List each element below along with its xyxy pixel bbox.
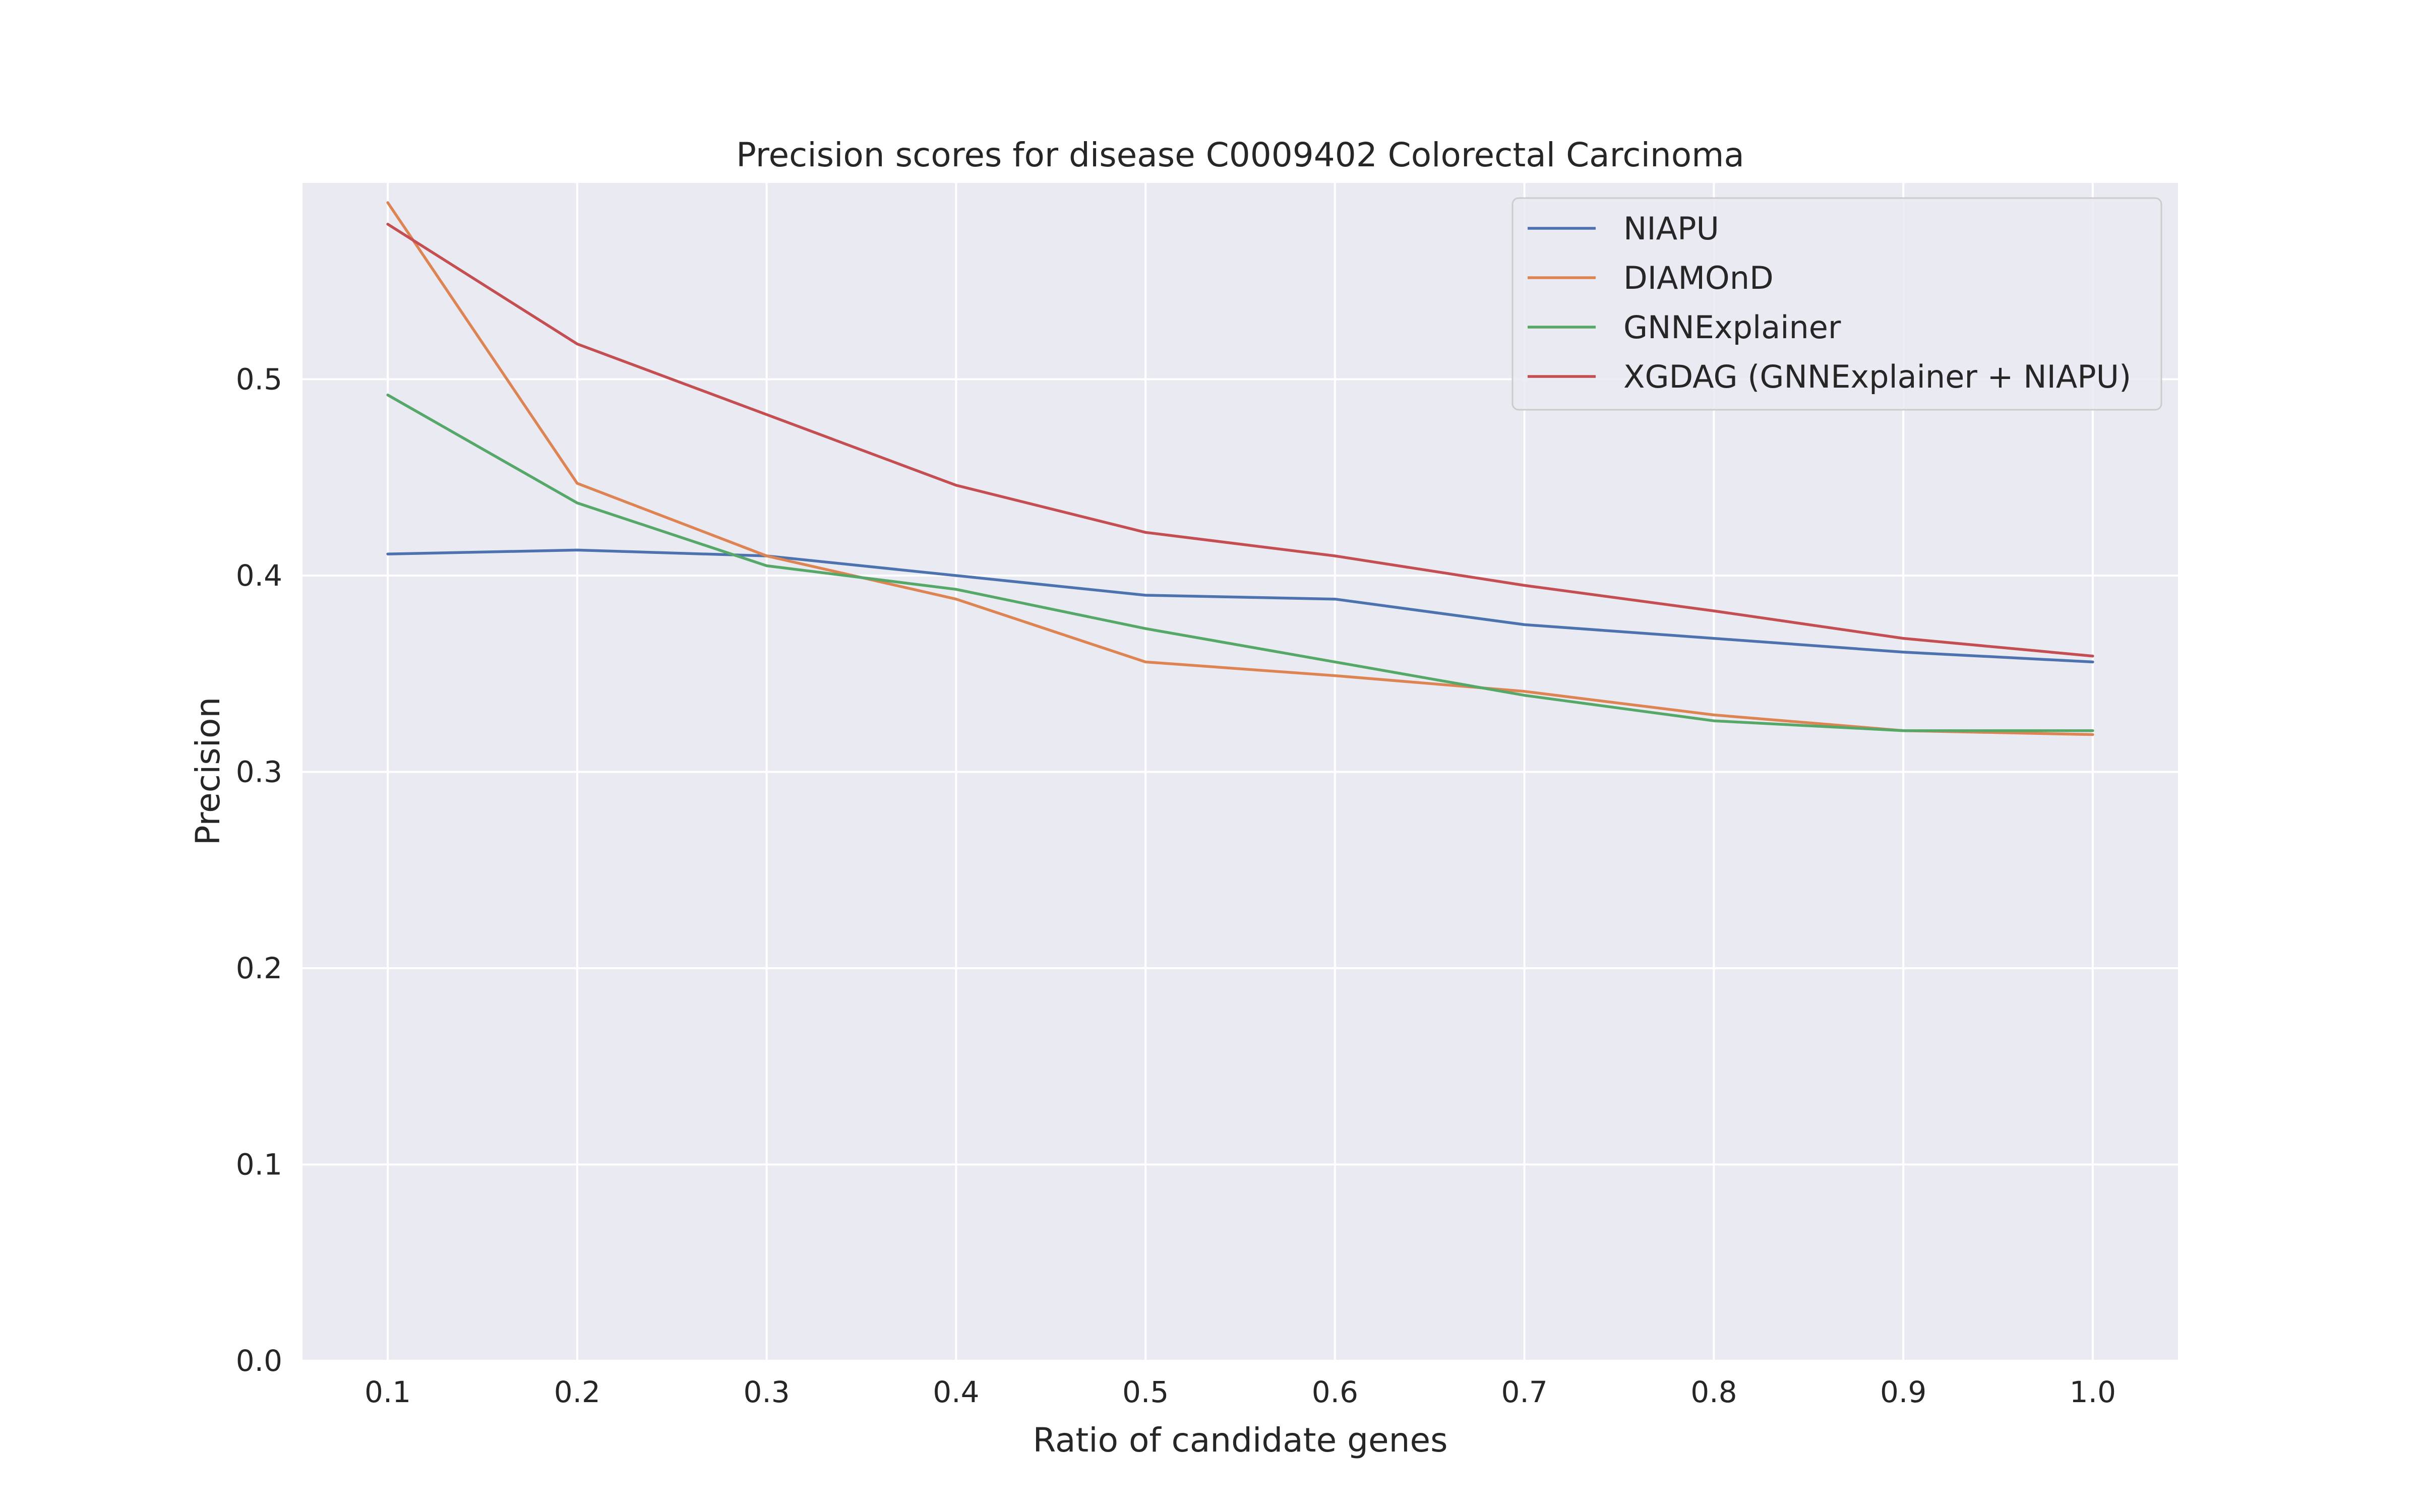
y-tick-label: 0.2 [236,951,282,985]
x-tick-label: 0.2 [554,1375,600,1409]
chart-title: Precision scores for disease C0009402 Co… [736,136,1744,174]
y-tick-label: 0.4 [236,558,282,593]
x-tick-label: 0.6 [1312,1375,1358,1409]
legend-label-1: DIAMOnD [1623,260,1774,296]
x-tick-label: 0.8 [1690,1375,1737,1409]
legend: NIAPU DIAMOnD GNNExplainer XGDAG (GNNExplai… [1511,197,2162,411]
x-tick-label: 0.5 [1122,1375,1169,1409]
legend-label-3: XGDAG (GNNExplainer + NIAPU) [1623,358,2131,395]
x-tick-label: 0.9 [1880,1375,1926,1409]
x-tick-label: 0.4 [933,1375,979,1409]
series-line-1 [386,201,2094,736]
series-line-0 [386,548,2094,664]
x-axis-ticks: 0.1 0.2 0.3 0.4 0.5 0.6 0.7 0.8 0.9 1.0 [365,1375,2116,1409]
legend-box [1511,197,2162,411]
y-tick-label: 0.3 [236,755,282,789]
legend-label-2: GNNExplainer [1623,309,1841,346]
legend-label-0: NIAPU [1623,210,1719,247]
y-axis-ticks: 0.0 0.1 0.2 0.3 0.4 0.5 [236,362,282,1378]
x-tick-label: 1.0 [2070,1375,2116,1409]
y-tick-label: 0.0 [236,1344,282,1378]
y-tick-label: 0.1 [236,1148,282,1182]
series-line-2 [386,393,2094,732]
y-tick-label: 0.5 [236,362,282,397]
series-lines [386,201,2094,736]
x-tick-label: 0.7 [1501,1375,1548,1409]
x-axis-label: Ratio of candidate genes [1033,1421,1448,1460]
x-tick-label: 0.3 [743,1375,790,1409]
series-line-3 [386,223,2094,658]
y-axis-label: Precision [189,697,227,846]
x-tick-label: 0.1 [365,1375,411,1409]
